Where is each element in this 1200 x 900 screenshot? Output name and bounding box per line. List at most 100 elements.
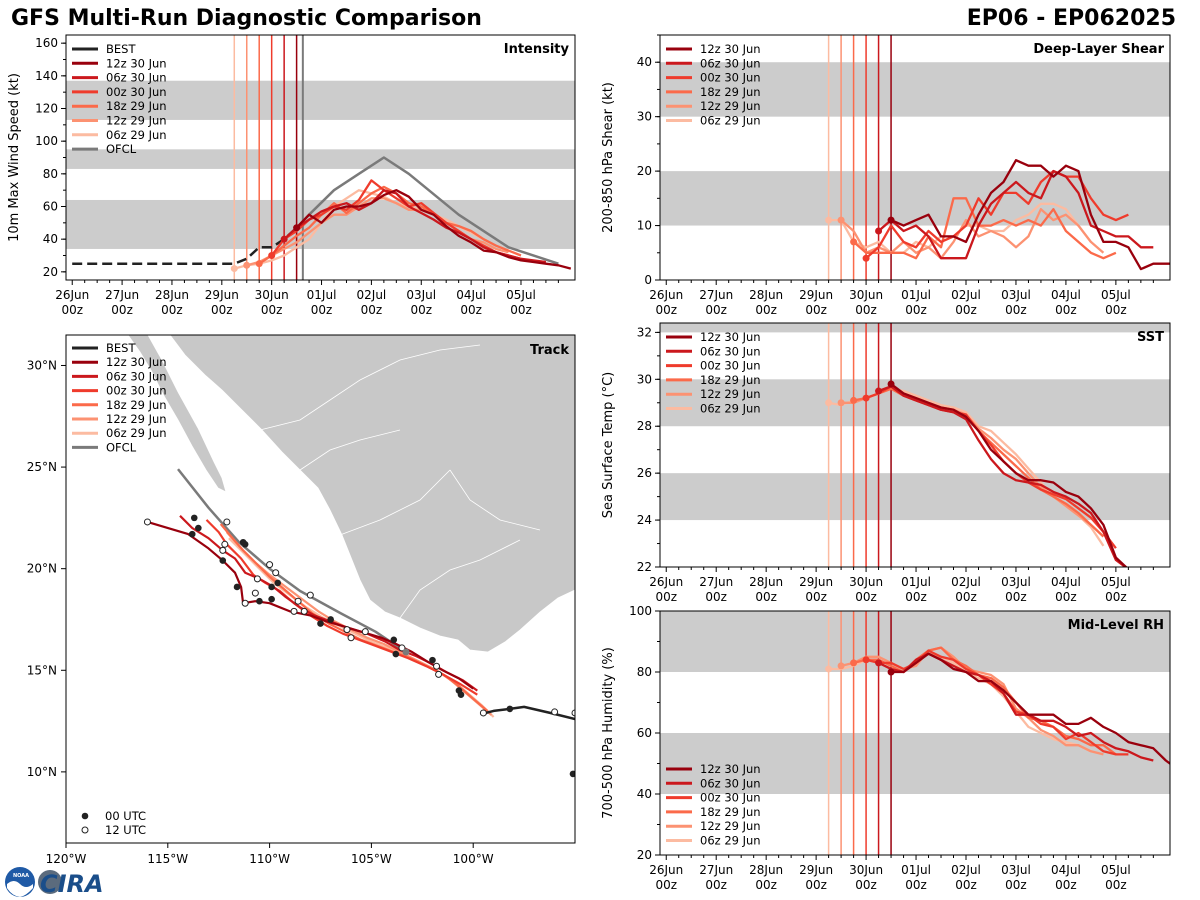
noaa-wave-icon [7, 881, 33, 897]
rh-xtick-day: 29Jun [799, 863, 833, 877]
sst-xtick-hour: 00z [1055, 590, 1077, 604]
rh-legend-label: 06z 30 Jun [700, 776, 761, 790]
intensity-xtick-hour: 00z [510, 303, 532, 317]
sst-xtick-hour: 00z [855, 590, 877, 604]
intensity-xtick-day: 03Jul [406, 288, 436, 302]
track-12utc-marker [300, 607, 308, 615]
track-legend-label: 00z 30 Jun [106, 384, 167, 398]
intensity-xtick-day: 30Jun [255, 288, 289, 302]
rh-xtick-day: 03Jul [1001, 863, 1031, 877]
shear-xtick-day: 05Jul [1101, 288, 1131, 302]
rh-xtick-day: 28Jun [749, 863, 783, 877]
shear-xtick-day: 27Jun [699, 288, 733, 302]
shear-xtick-day: 02Jul [951, 288, 981, 302]
shear-xtick-hour: 00z [855, 303, 877, 317]
sst-xtick-hour: 00z [755, 590, 777, 604]
intensity-xtick-hour: 00z [111, 303, 133, 317]
sst-xtick-day: 29Jun [799, 575, 833, 589]
track-12utc-marker [221, 540, 229, 548]
shear-xtick-day: 29Jun [799, 288, 833, 302]
rh-legend-label: 18z 29 Jun [700, 805, 761, 819]
track-12utc-marker [266, 561, 274, 569]
intensity-series-12z-30-Jun [295, 189, 572, 270]
rh-xtick-hour: 00z [955, 878, 977, 892]
track-xtick-label: 105°W [351, 852, 392, 866]
sst-init-point [875, 387, 883, 395]
rh-init-point [887, 668, 895, 676]
track-best [485, 705, 575, 721]
shear-xtick-hour: 00z [705, 303, 727, 317]
shear-init-point [887, 216, 895, 224]
track-12utc-marker [435, 670, 443, 678]
shear-xtick-hour: 00z [905, 303, 927, 317]
shear-xtick-hour: 00z [1105, 303, 1127, 317]
track-legend-label: 06z 30 Jun [106, 369, 167, 383]
shear-xtick-day: 01Jul [901, 288, 931, 302]
sst-band-1 [660, 379, 1170, 427]
svg-text:NOAA: NOAA [13, 873, 29, 879]
sst-legend-label: 12z 30 Jun [700, 330, 761, 344]
track-00utc-marker [569, 770, 575, 778]
track-xtick-label: 100°W [453, 852, 494, 866]
sst-series-06z-30-Jun [878, 385, 1128, 567]
rh-ytick-label: 40 [637, 787, 652, 801]
intensity-ytick-label: 120 [35, 102, 58, 116]
intensity-xtick-day: 29Jun [205, 288, 239, 302]
shear-init-point [825, 216, 833, 224]
intensity-xtick-day: 05Jul [506, 288, 536, 302]
track-00utc-marker [268, 595, 275, 603]
track-00utc-marker [506, 705, 514, 713]
track-12utc-marker [361, 628, 369, 636]
track-12utc-marker [433, 662, 441, 670]
rh-xtick-hour: 00z [755, 878, 777, 892]
intensity-xtick-hour: 00z [261, 303, 283, 317]
shear-xtick-hour: 00z [1005, 303, 1027, 317]
ofcl-line [295, 156, 559, 265]
state-border [339, 469, 451, 536]
intensity-init-point [255, 260, 263, 268]
shear-ylabel: 200-850 hPa Shear (kt) [601, 82, 616, 233]
track-12utc-marker [571, 709, 575, 717]
sst-xtick-hour: 00z [1005, 590, 1027, 604]
intensity-init-point [268, 252, 276, 259]
intensity-xtick-hour: 00z [311, 303, 333, 317]
track-legend-label: 06z 29 Jun [106, 426, 167, 440]
intensity-band-2 [66, 80, 575, 120]
rh-xtick-day: 26Jun [649, 863, 683, 877]
track-12utc-marker [219, 546, 227, 554]
sst-legend-label: 18z 29 Jun [700, 373, 761, 387]
intensity-legend-label: 06z 30 Jun [106, 71, 167, 85]
track-00utc-marker [188, 530, 196, 538]
rh-series-18z-29-Jun [853, 646, 1117, 756]
rh-legend-label: 06z 29 Jun [700, 834, 761, 848]
rh-series-12z-30-Jun [891, 652, 1170, 765]
track-ytick-label: 10°N [27, 765, 57, 779]
sst-legend-label: 06z 30 Jun [700, 344, 761, 358]
track-00utc-marker [317, 620, 324, 627]
track-00utc-marker [268, 583, 275, 591]
rh-init-point [875, 659, 883, 667]
shear-ytick-label: 40 [637, 55, 652, 69]
track-00utc-marker [233, 583, 241, 591]
track-xtick-label: 120°W [46, 852, 87, 866]
sst-series-12z-30-Jun [890, 383, 1128, 567]
sst-ytick-label: 24 [637, 513, 652, 527]
track-00utc-marker [327, 616, 334, 623]
shear-band-0 [660, 171, 1170, 226]
sst-xtick-hour: 00z [655, 590, 677, 604]
sst-ytick-label: 26 [637, 466, 652, 480]
rh-legend-label: 12z 29 Jun [700, 819, 761, 833]
track-12utc-marker [347, 634, 355, 642]
state-border [299, 429, 401, 471]
shear-legend-label: 12z 30 Jun [700, 42, 761, 56]
state-border [259, 379, 361, 431]
track-xtick-label: 115°W [147, 852, 188, 866]
rh-xtick-hour: 00z [1105, 878, 1127, 892]
shear-legend-label: 06z 29 Jun [700, 114, 761, 128]
legend-12utc-marker [81, 826, 89, 834]
sst-xtick-day: 01Jul [901, 575, 931, 589]
shear-xtick-day: 03Jul [1001, 288, 1031, 302]
sst-xtick-day: 03Jul [1001, 575, 1031, 589]
track-12utc-marker [398, 644, 406, 652]
rh-xtick-hour: 00z [705, 878, 727, 892]
